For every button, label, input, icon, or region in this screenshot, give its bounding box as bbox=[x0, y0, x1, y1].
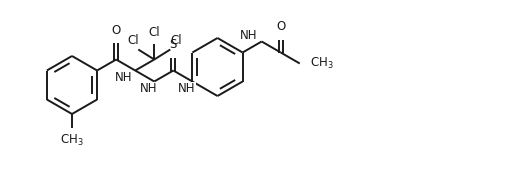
Text: NH: NH bbox=[178, 82, 196, 95]
Text: NH: NH bbox=[140, 82, 158, 95]
Text: NH: NH bbox=[115, 71, 132, 84]
Text: NH: NH bbox=[239, 29, 257, 42]
Text: CH$_3$: CH$_3$ bbox=[310, 56, 334, 71]
Text: O: O bbox=[276, 20, 285, 34]
Text: Cl: Cl bbox=[170, 34, 182, 47]
Text: Cl: Cl bbox=[149, 26, 160, 39]
Text: O: O bbox=[112, 24, 121, 37]
Text: S: S bbox=[170, 39, 177, 52]
Text: Cl: Cl bbox=[128, 34, 139, 47]
Text: CH$_3$: CH$_3$ bbox=[60, 133, 84, 148]
